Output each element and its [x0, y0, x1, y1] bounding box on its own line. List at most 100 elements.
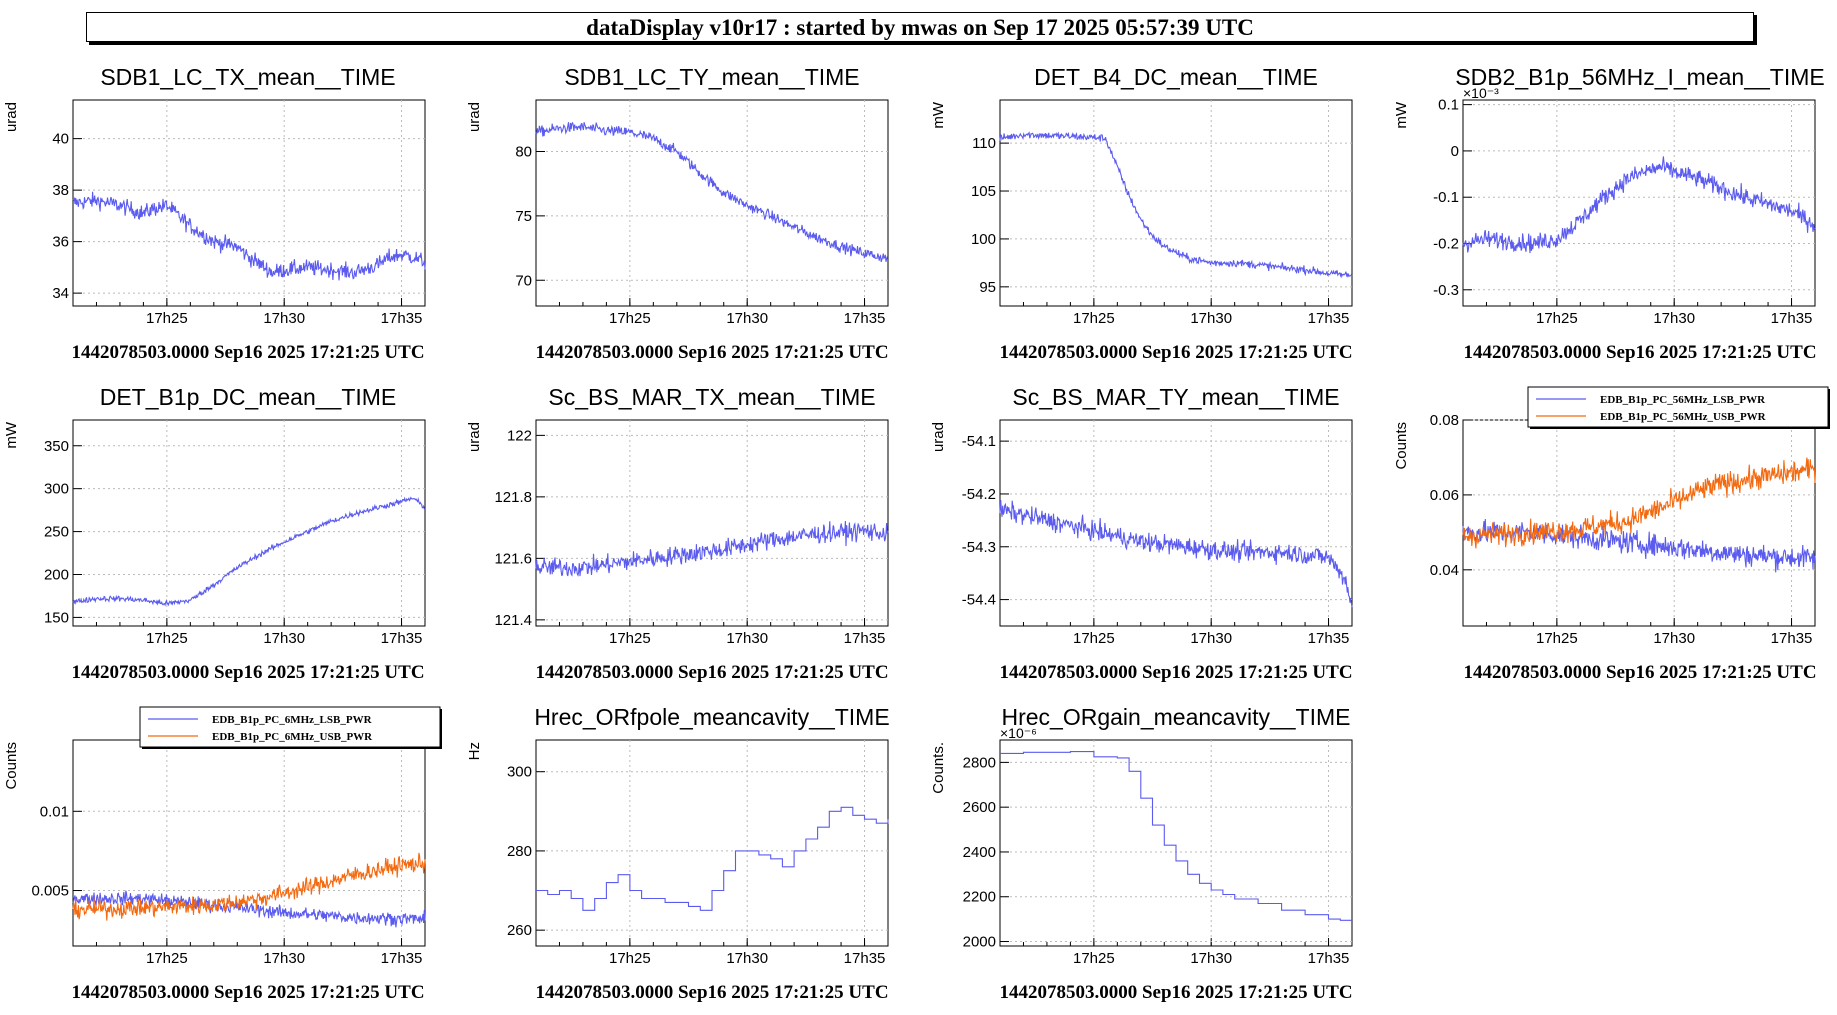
series-line-1: [535, 520, 889, 577]
plot-frame: [999, 99, 1353, 307]
legend-entry-1: EDB_B1p_PC_6MHz_LSB_PWR: [212, 714, 373, 726]
y-tick-label: 2400: [963, 844, 996, 861]
plot-frame: [1462, 99, 1816, 307]
x-tick-label: 17h25: [1536, 310, 1578, 327]
y-tick-label: 100: [971, 231, 996, 248]
y-tick-label: 70: [515, 272, 532, 289]
y-tick-label: 0.04: [1430, 562, 1459, 579]
y-tick-label: -0.3: [1433, 282, 1459, 299]
y-tick-label: 0.06: [1430, 487, 1459, 504]
plot-frame: [535, 99, 889, 307]
chart-panel-3: 17h25 17h30 17h35 95 100 105 110 DET_B4_DC_mean…: [930, 64, 1353, 363]
chart-title: DET_B4_DC_mean__TIME: [1034, 64, 1318, 90]
x-tick-label: 17h30: [263, 310, 305, 327]
x-tick-label: 17h35: [381, 310, 423, 327]
chart-panel-8: 17h25 17h30 17h35 0.04 0.06 0.08 Counts 1442078…: [1393, 386, 1830, 683]
legend-box: [139, 706, 441, 748]
x-tick-label: 17h35: [844, 310, 886, 327]
x-tick-label: 17h25: [146, 630, 188, 647]
time-footer: 1442078503.0000 Sep16 2025 17:21:25 UTC: [1463, 662, 1816, 683]
series-line-2: [1462, 457, 1816, 549]
y-tick-label: 34: [52, 285, 69, 302]
chart-title: SDB1_LC_TX_mean__TIME: [100, 64, 395, 90]
y-tick-label: -0.1: [1433, 189, 1459, 206]
time-footer: 1442078503.0000 Sep16 2025 17:21:25 UTC: [71, 662, 424, 683]
y-axis-label: mW: [3, 421, 20, 448]
time-footer: 1442078503.0000 Sep16 2025 17:21:25 UTC: [535, 342, 888, 363]
banner-title: dataDisplay v10r17 : started by mwas on …: [586, 15, 1254, 40]
plot-frame: [999, 739, 1353, 947]
plot-frame: [1462, 419, 1816, 627]
x-tick-label: 17h25: [1536, 630, 1578, 647]
y-tick-label: 122: [507, 427, 532, 444]
y-tick-label: 2600: [963, 799, 996, 816]
chart-panel-1: 17h25 17h30 17h35 34 36 38 40 SDB1_LC_TX_mean__…: [3, 64, 426, 363]
series-line-1: [535, 121, 889, 263]
x-tick-label: 17h30: [1190, 630, 1232, 647]
x-tick-label: 17h35: [381, 630, 423, 647]
x-tick-label: 17h30: [726, 310, 768, 327]
chart-panel-2: 17h25 17h30 17h35 70 75 80 SDB1_LC_TY_mean__TI…: [466, 64, 889, 363]
time-footer: 1442078503.0000 Sep16 2025 17:21:25 UTC: [1463, 342, 1816, 363]
x-tick-label: 17h35: [1308, 950, 1350, 967]
y-axis-label: Counts: [1393, 422, 1410, 470]
chart-panel-9: 17h25 17h30 17h35 0.005 0.01 Counts 1442078503…: [3, 706, 442, 1003]
series-line-1: [536, 806, 889, 911]
y-tick-label: 0.1: [1438, 97, 1459, 114]
legend-entry-2: EDB_B1p_PC_6MHz_USB_PWR: [212, 731, 373, 743]
x-tick-label: 17h25: [1073, 630, 1115, 647]
x-tick-label: 17h30: [1190, 310, 1232, 327]
plot-frame: [999, 419, 1353, 627]
y-tick-label: 80: [515, 144, 532, 161]
y-tick-label: 0.08: [1430, 412, 1459, 429]
y-tick-label: 260: [507, 922, 532, 939]
y-tick-label: 110: [972, 135, 996, 152]
chart-title: SDB1_LC_TY_mean__TIME: [564, 64, 859, 90]
chart-panel-11: 17h25 17h30 17h35 2000 2200 2400 2600 2800 Hrec_…: [930, 704, 1353, 1003]
legend: EDB_B1p_PC_56MHz_LSB_PWR EDB_B1p_PC_56MHz…: [1527, 386, 1830, 429]
x-tick-label: 17h25: [1073, 950, 1115, 967]
y-tick-label: 2800: [963, 754, 996, 771]
series-line-2: [72, 852, 426, 921]
x-tick-label: 17h25: [146, 950, 188, 967]
time-footer: 1442078503.0000 Sep16 2025 17:21:25 UTC: [71, 342, 424, 363]
y-axis-label: urad: [930, 422, 947, 452]
time-footer: 1442078503.0000 Sep16 2025 17:21:25 UTC: [999, 982, 1352, 1003]
y-tick-label: 95: [979, 279, 996, 296]
y-tick-label: 250: [44, 524, 69, 541]
x-tick-label: 17h30: [263, 630, 305, 647]
y-axis-label: urad: [466, 422, 483, 452]
time-footer: 1442078503.0000 Sep16 2025 17:21:25 UTC: [999, 342, 1352, 363]
y-axis-label: urad: [3, 102, 20, 132]
y-tick-label: 280: [507, 843, 532, 860]
chart-panel-7: 17h25 17h30 17h35 -54.4 -54.3 -54.2 -54.1 Sc_BS…: [930, 384, 1353, 683]
time-footer: 1442078503.0000 Sep16 2025 17:21:25 UTC: [535, 662, 888, 683]
x-tick-label: 17h35: [844, 630, 886, 647]
x-tick-label: 17h30: [726, 950, 768, 967]
x-tick-label: 17h30: [726, 630, 768, 647]
y-tick-label: 36: [52, 234, 69, 251]
plot-frame: [72, 99, 426, 307]
y-axis-label: Counts.: [930, 742, 947, 794]
x-tick-label: 17h30: [1653, 630, 1695, 647]
y-axis-label: mW: [1393, 101, 1410, 128]
x-tick-label: 17h35: [381, 950, 423, 967]
x-tick-label: 17h30: [263, 950, 305, 967]
y-tick-label: -54.3: [962, 539, 996, 556]
chart-title: Sc_BS_MAR_TX_mean__TIME: [548, 384, 875, 410]
y-tick-label: 300: [507, 764, 532, 781]
x-tick-label: 17h25: [609, 310, 651, 327]
chart-panel-4: 17h25 17h30 17h35 -0.3 -0.2 -0.1 0 0.1 SDB2_B1p_…: [1393, 64, 1825, 363]
chart-panel-6: 17h25 17h30 17h35 121.4 121.6 121.8 122 Sc_BS_M…: [466, 384, 889, 683]
chart-panel-5: 17h25 17h30 17h35 150 200 250 300 350 DET_B1p_DC…: [3, 384, 426, 683]
banner: dataDisplay v10r17 : started by mwas on …: [86, 12, 1754, 42]
chart-title: SDB2_B1p_56MHz_I_mean__TIME: [1455, 64, 1824, 90]
x-tick-label: 17h25: [609, 630, 651, 647]
time-footer: 1442078503.0000 Sep16 2025 17:21:25 UTC: [999, 662, 1352, 683]
plot-frame: [535, 419, 889, 627]
y-tick-label: 121.6: [494, 550, 532, 567]
y-axis-label: urad: [466, 102, 483, 132]
series-line-1: [72, 191, 426, 281]
series-line-1: [1462, 518, 1816, 573]
y-tick-label: 0: [1451, 143, 1459, 160]
